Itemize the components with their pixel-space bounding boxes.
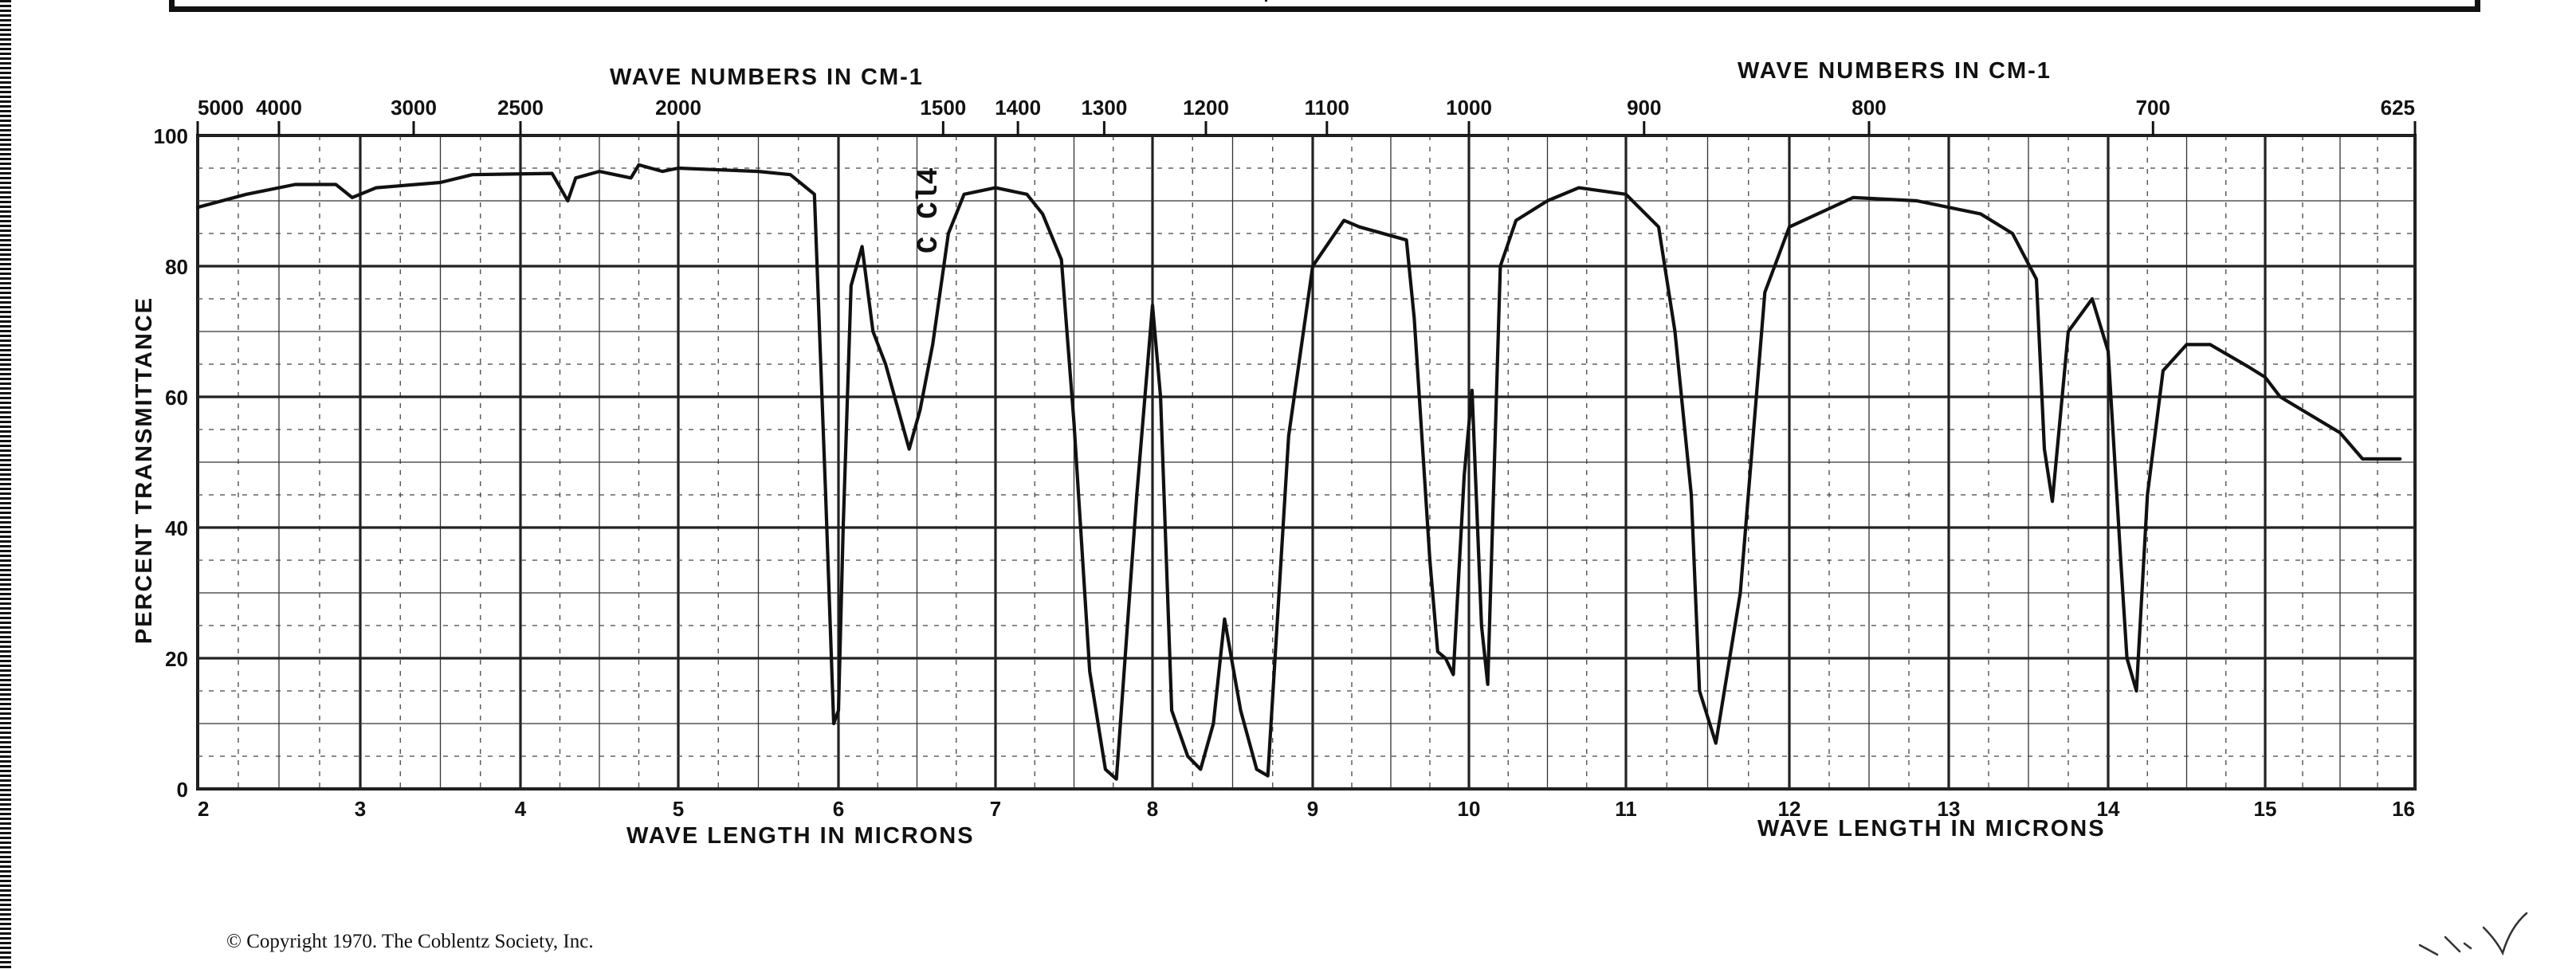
x-tick-label: 16: [2392, 797, 2415, 821]
top-tick-label: 1400: [995, 96, 1041, 120]
x-axis-title-left: WAVE LENGTH IN MICRONS: [626, 823, 975, 849]
top-tick-label: 3000: [391, 96, 437, 120]
x-tick-label: 6: [833, 797, 844, 821]
y-tick-label: 0: [177, 778, 188, 802]
x-tick-label: 14: [2097, 797, 2120, 821]
x-tick-label: 15: [2254, 797, 2277, 821]
x-tick-label: 8: [1147, 797, 1158, 821]
top-tick-label: 1100: [1305, 96, 1349, 120]
x-tick-label: 10: [1458, 797, 1481, 821]
top-axis-title-right: WAVE NUMBERS IN CM-1: [1738, 58, 2052, 84]
x-tick-label: 5: [673, 797, 684, 821]
top-tick-label: 800: [1852, 96, 1886, 120]
y-axis-title: PERCENT TRANSMITTANCE: [132, 296, 157, 644]
x-tick-label: 11: [1615, 797, 1637, 821]
x-axis-title-right: WAVE LENGTH IN MICRONS: [1757, 816, 2106, 842]
chart-grid: [196, 134, 2417, 790]
y-tick-label: 80: [165, 255, 188, 279]
pen-scribble-mark: [2418, 912, 2528, 956]
top-tick-label: 2000: [655, 96, 701, 120]
x-tick-label: 4: [515, 797, 527, 821]
y-tick-label: 40: [165, 516, 188, 540]
top-header-box: [169, 0, 2480, 12]
x-tick-label: 13: [1938, 797, 1961, 821]
y-tick-label: 100: [154, 124, 188, 148]
top-tick-label: 900: [1627, 96, 1661, 120]
top-tick-label: 5000: [198, 96, 244, 120]
x-tick-label: 7: [990, 797, 1001, 821]
top-tick-label: 625: [2381, 96, 2415, 120]
x-tick-label: 12: [1778, 797, 1801, 821]
top-tick-label: 1500: [920, 96, 966, 120]
top-header-divider: [1265, 0, 1267, 2]
top-tick-label: 1000: [1446, 96, 1492, 120]
x-tick-label: 2: [198, 797, 209, 821]
y-tick-label: 20: [165, 647, 188, 671]
chart-ticks: 2 3 4 5 6 7 8 9 10 11 12 13 14 15 16 0 20 40 60 80 100 5000 40…: [154, 96, 2417, 821]
top-tick-label: 4000: [256, 96, 302, 120]
top-tick-label: 1200: [1183, 96, 1229, 120]
top-axis-title-left: WAVE NUMBERS IN CM-1: [610, 65, 924, 90]
top-tick-label: 700: [2136, 96, 2170, 120]
ccl4-annotation: C Cl4: [913, 167, 945, 253]
x-tick-label: 3: [355, 797, 366, 821]
y-tick-label: 60: [165, 386, 188, 410]
top-tick-label: 2500: [497, 96, 544, 120]
x-tick-label: 9: [1307, 797, 1318, 821]
copyright-notice: © Copyright 1970. The Coblentz Society, …: [226, 931, 594, 952]
transmittance-curve: [195, 163, 2402, 781]
left-perforation-strip: [0, 0, 11, 969]
top-tick-label: 1300: [1081, 96, 1127, 120]
